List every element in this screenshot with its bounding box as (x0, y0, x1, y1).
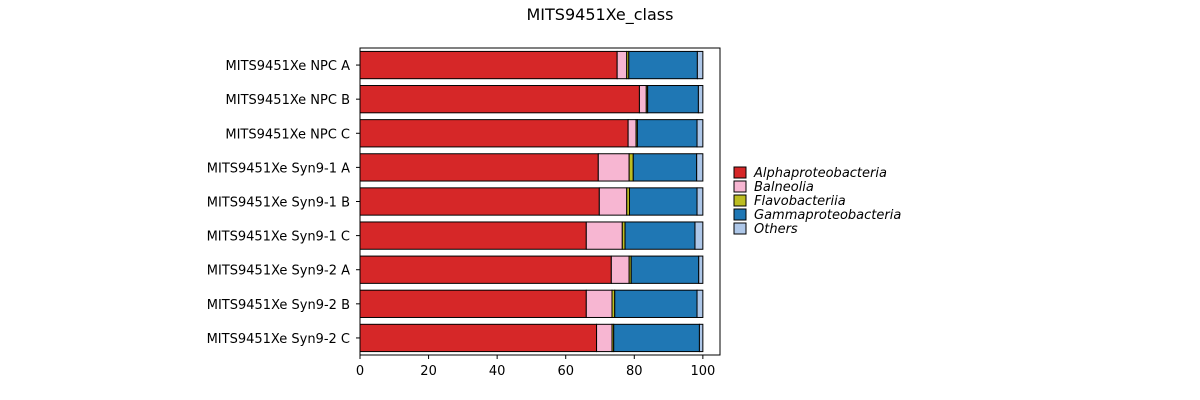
y-tick-label: MITS9451Xe Syn9-1 B (207, 196, 350, 211)
bar-alphaproteobacteria-1 (359, 50, 618, 80)
x-tick-label: 80 (626, 364, 643, 379)
bar-alphaproteobacteria-3 (359, 119, 629, 148)
bar-alphaproteobacteria-8 (359, 289, 587, 318)
legend-swatch-others (733, 222, 747, 235)
bar-balneolia-9 (596, 323, 613, 353)
x-tick-label: 0 (356, 364, 364, 379)
bar-flavobacteriia-4 (628, 153, 634, 182)
legend-label-flavobacteriia: Flavobacteriia (754, 194, 846, 209)
bar-others-8 (696, 289, 704, 318)
x-tick-label: 40 (489, 364, 506, 379)
bar-alphaproteobacteria-6 (359, 221, 587, 250)
chart-title: MITS9451Xe_class (527, 5, 674, 25)
y-tick-label: MITS9451Xe NPC A (226, 59, 351, 74)
y-axis: MITS9451Xe NPC A MITS9451Xe NPC B MITS9451… (207, 59, 360, 347)
legend: AlphaproteobacteriaBalneoliaFlavobacteri… (733, 166, 901, 237)
bar-gammaproteobacteria-6 (624, 221, 696, 250)
legend-swatch-alphaproteobacteria (733, 166, 747, 179)
bar-others-2 (697, 85, 704, 114)
bar-gammaproteobacteria-7 (630, 255, 700, 284)
bar-alphaproteobacteria-9 (359, 323, 598, 353)
bar-others-5 (696, 187, 704, 216)
bar-alphaproteobacteria-5 (359, 187, 600, 216)
bar-gammaproteobacteria-4 (632, 153, 698, 182)
x-tick-label: 20 (420, 364, 437, 379)
y-tick-label: MITS9451Xe Syn9-1 C (207, 230, 350, 245)
bar-others-1 (696, 50, 704, 80)
bar-balneolia-3 (627, 119, 637, 148)
bar-balneolia-7 (610, 255, 630, 284)
bar-gammaproteobacteria-2 (647, 85, 699, 114)
x-tick-label: 60 (557, 364, 574, 379)
bar-balneolia-8 (585, 289, 613, 318)
bar-alphaproteobacteria-7 (359, 255, 612, 284)
bar-gammaproteobacteria-8 (614, 289, 698, 318)
bar-alphaproteobacteria-2 (359, 85, 640, 114)
bar-others-7 (698, 255, 704, 284)
y-tick-label: MITS9451Xe NPC C (225, 127, 350, 142)
bar-balneolia-4 (597, 153, 630, 182)
y-tick-label: MITS9451Xe Syn9-2 B (207, 298, 350, 313)
bar-balneolia-5 (598, 187, 628, 216)
x-axis: 0 20 40 60 80 100 (356, 355, 715, 379)
legend-label-others: Others (754, 222, 798, 237)
bar-gammaproteobacteria-5 (628, 187, 698, 216)
y-tick-label: MITS9451Xe Syn9-2 C (207, 332, 350, 347)
legend-swatch-flavobacteriia (733, 194, 747, 207)
bar-gammaproteobacteria-9 (613, 323, 700, 353)
legend-swatch-balneolia (733, 180, 747, 193)
legend-label-balneolia: Balneolia (754, 180, 814, 195)
bar-others-6 (694, 221, 704, 250)
bar-gammaproteobacteria-1 (628, 50, 698, 80)
y-tick-label: MITS9451Xe Syn9-2 A (207, 264, 350, 279)
bar-balneolia-6 (585, 221, 623, 250)
legend-swatch-gammaproteobacteria (733, 208, 747, 221)
legend-label-gammaproteobacteria: Gammaproteobacteria (754, 208, 901, 223)
bar-others-4 (696, 153, 704, 182)
bar-balneolia-1 (616, 50, 628, 80)
bar-others-9 (698, 323, 704, 353)
bar-balneolia-2 (638, 85, 647, 114)
legend-label-alphaproteobacteria: Alphaproteobacteria (753, 166, 887, 181)
bars-layer (359, 50, 704, 353)
y-tick-label: MITS9451Xe Syn9-1 A (207, 161, 350, 176)
y-tick-label: MITS9451Xe NPC B (226, 93, 350, 108)
bar-alphaproteobacteria-4 (359, 153, 599, 182)
bar-others-3 (696, 119, 704, 148)
bar-gammaproteobacteria-3 (636, 119, 698, 148)
x-tick-label: 100 (690, 364, 715, 379)
